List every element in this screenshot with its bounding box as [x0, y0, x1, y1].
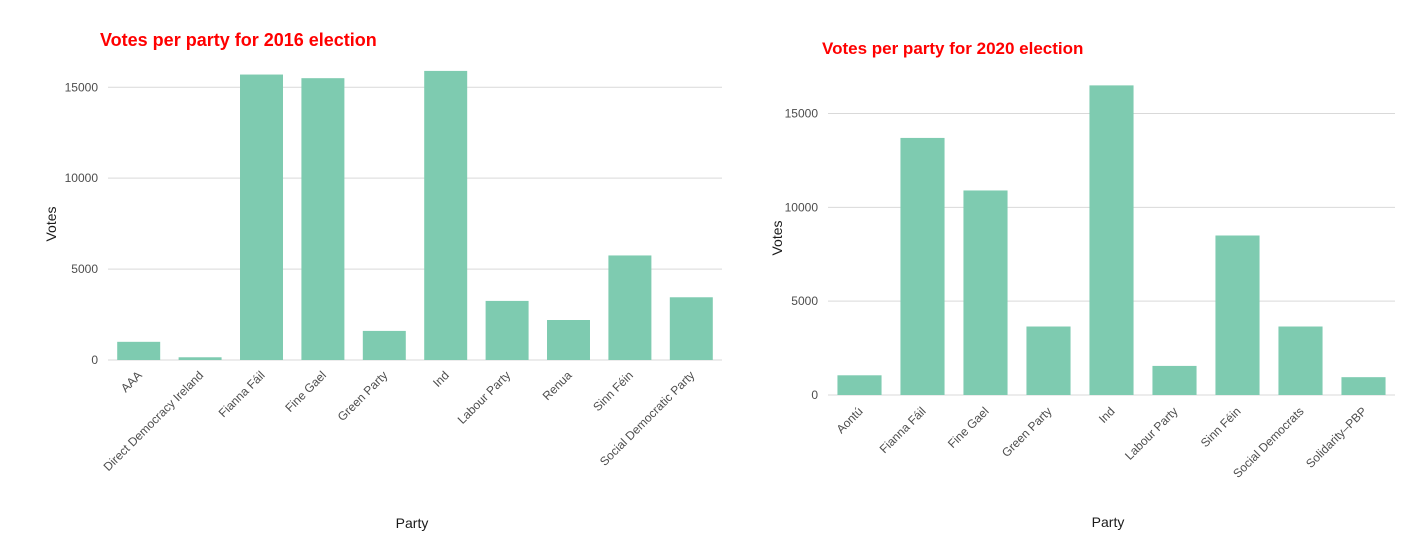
chart-2020-x-tick-label: Labour Party	[1122, 404, 1180, 462]
chart-2016-x-tick-label: AAA	[118, 368, 145, 395]
chart-2020-bar	[1278, 326, 1323, 395]
chart-2016-x-tick-label: Ind	[430, 368, 452, 390]
chart-2020-x-tick-label: Green Party	[999, 404, 1055, 460]
chart-2016-x-tick-label: Green Party	[335, 368, 391, 424]
chart-2020-x-axis-title: Party	[1092, 514, 1125, 530]
chart-2016-bar	[117, 341, 161, 360]
chart-2020-bar	[1026, 326, 1071, 395]
chart-2016-y-tick-label: 15000	[65, 80, 99, 94]
chart-2020-y-tick-label: 5000	[791, 294, 818, 308]
chart-2016-x-axis-title: Party	[396, 515, 429, 531]
chart-2020-x-tick-label: Aontú	[834, 404, 866, 436]
chart-2016-y-axis-title: Votes	[43, 206, 59, 241]
chart-2020-x-tick-label: Ind	[1096, 404, 1118, 426]
chart-2020-bar	[1089, 85, 1134, 395]
chart-2016-bar	[608, 255, 652, 360]
chart-2016-bar	[547, 320, 590, 360]
chart-2020-bar	[1215, 235, 1260, 395]
chart-2020-x-tick-label: Sinn Féin	[1198, 404, 1244, 450]
chart-2020-bar	[1341, 377, 1386, 395]
chart-2016-x-tick-label: Direct Democracy Ireland	[101, 368, 207, 474]
chart-2016-y-tick-label: 5000	[71, 262, 98, 276]
chart-2016-x-tick-label: Fianna Fáil	[216, 368, 268, 420]
chart-2016-y-tick-label: 0	[91, 353, 98, 367]
chart-2020-y-axis-title: Votes	[769, 220, 785, 255]
chart-2020-bar	[900, 137, 945, 395]
chart-2016-bar	[301, 78, 345, 360]
chart-2020-y-tick-label: 10000	[785, 200, 819, 214]
chart-2016-y-tick-label: 10000	[65, 171, 99, 185]
chart-2016-x-tick-label: Sinn Féin	[590, 368, 636, 414]
chart-2020-title: Votes per party for 2020 election	[822, 39, 1083, 58]
chart-2020-y-tick-label: 15000	[785, 107, 819, 121]
chart-2016-x-tick-label: Renua	[540, 368, 575, 403]
chart-2016-bar	[362, 330, 406, 360]
chart-2016-bar	[424, 70, 468, 360]
chart-2020: 0 5000 10000 15000 Aontú Fianna Fáil Fine Gael…	[769, 39, 1395, 530]
chart-2020-x-tick-label: Fianna Fáil	[877, 404, 929, 456]
chart-2016-bar	[669, 297, 713, 360]
chart-2016-bar	[240, 74, 283, 360]
chart-2016-bar	[485, 300, 529, 360]
chart-2016-title: Votes per party for 2016 election	[100, 30, 377, 50]
chart-2020-bar	[963, 190, 1008, 395]
chart-2020-x-tick-label: Fine Gael	[945, 404, 992, 451]
chart-2020-bar	[837, 375, 882, 395]
chart-2020-bar	[1152, 365, 1197, 395]
chart-2016-bar	[178, 357, 222, 360]
chart-2016-x-tick-label: Fine Gael	[282, 368, 329, 415]
chart-2016-x-tick-label: Labour Party	[455, 368, 513, 426]
chart-2020-x-tick-label: Solidarity–PBP	[1303, 404, 1370, 471]
chart-2020-y-tick-label: 0	[811, 388, 818, 402]
